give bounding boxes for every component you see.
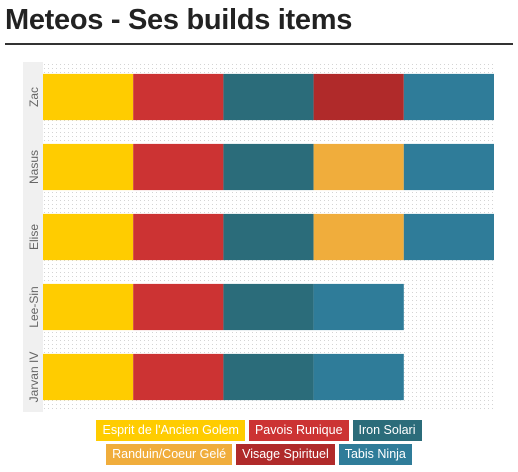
page-title: Meteos - Ses builds items: [5, 4, 353, 36]
bar-segment[interactable]: [313, 283, 404, 331]
category-labels-group: Zac Nasus Elise Lee-Sin Jarvan IV: [27, 87, 41, 402]
bar-segment[interactable]: [403, 143, 494, 191]
legend-item-randuin[interactable]: Randuin/Coeur Gelé: [106, 444, 233, 465]
bar-segment[interactable]: [223, 213, 314, 261]
legend-item-visage[interactable]: Visage Spirituel: [236, 444, 335, 465]
bar-segment[interactable]: [43, 353, 134, 401]
bar-segment[interactable]: [403, 73, 494, 121]
legend-item-tabis[interactable]: Tabis Ninja: [338, 444, 412, 465]
bar-segment[interactable]: [133, 353, 224, 401]
bar-segment[interactable]: [223, 73, 314, 121]
legend-row: Esprit de l'Ancien Golem Pavois Runique …: [0, 420, 518, 441]
bar-segment[interactable]: [133, 283, 224, 331]
bar-segment[interactable]: [43, 213, 134, 261]
legend-item-esprit[interactable]: Esprit de l'Ancien Golem: [96, 420, 245, 441]
bar-segment[interactable]: [223, 353, 314, 401]
bar-segment[interactable]: [43, 143, 134, 191]
stacked-bar-chart: Zac Nasus Elise Lee-Sin Jarvan IV: [23, 62, 494, 412]
bar-segment[interactable]: [133, 73, 224, 121]
bar-segment[interactable]: [223, 143, 314, 191]
category-label: Nasus: [27, 150, 41, 184]
bar-segment[interactable]: [43, 283, 134, 331]
title-divider: [5, 43, 513, 45]
bar-segment[interactable]: [313, 73, 404, 121]
category-label: Jarvan IV: [27, 352, 41, 403]
bar-segment[interactable]: [223, 283, 314, 331]
legend-item-iron-solari[interactable]: Iron Solari: [352, 420, 422, 441]
legend: Esprit de l'Ancien Golem Pavois Runique …: [0, 420, 518, 468]
category-axis-band: [23, 62, 43, 412]
bar-segment[interactable]: [403, 213, 494, 261]
bar-segment[interactable]: [313, 213, 404, 261]
bar-segment[interactable]: [313, 353, 404, 401]
bar-segment[interactable]: [133, 213, 224, 261]
category-label: Zac: [27, 87, 41, 107]
category-label: Lee-Sin: [27, 286, 41, 327]
bar-segment[interactable]: [133, 143, 224, 191]
category-label: Elise: [27, 224, 41, 250]
legend-row: Randuin/Coeur Gelé Visage Spirituel Tabi…: [0, 444, 518, 465]
bar-segment[interactable]: [43, 73, 134, 121]
bar-segment[interactable]: [313, 143, 404, 191]
legend-item-pavois[interactable]: Pavois Runique: [248, 420, 349, 441]
bars-group: [43, 73, 494, 401]
